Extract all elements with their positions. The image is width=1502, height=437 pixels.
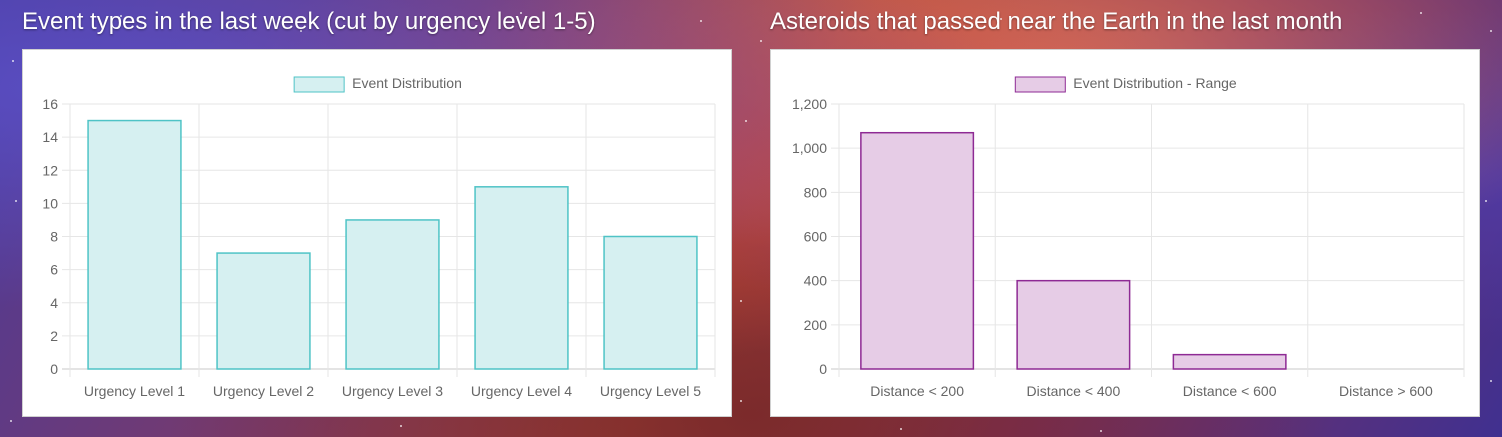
star-11: [740, 300, 742, 302]
x-tick-label: Distance < 200: [870, 383, 964, 399]
star-9: [10, 420, 12, 422]
y-tick-label: 6: [50, 262, 58, 278]
asteroid-bar-chart: Event Distribution - Range 0 200 400 600 800 1…: [792, 75, 1465, 399]
star-0: [120, 15, 122, 17]
y-tick-label: 1,000: [792, 140, 827, 156]
star-2: [520, 12, 522, 14]
y-tick-label: 400: [804, 273, 828, 289]
y-tick-label: 12: [42, 162, 58, 178]
star-7: [1420, 12, 1422, 14]
x-tick-label: Urgency Level 4: [471, 383, 572, 399]
x-tick-label: Distance > 600: [1339, 383, 1433, 399]
legend-label: Event Distribution: [352, 75, 462, 91]
legend-label: Event Distribution - Range: [1073, 75, 1237, 91]
y-tick-label: 14: [42, 129, 58, 145]
y-tick-label: 10: [42, 195, 58, 211]
star-16: [12, 60, 14, 62]
bar[interactable]: [860, 131, 975, 370]
y-tick-label: 600: [804, 229, 828, 245]
x-tick-label: Distance < 600: [1183, 383, 1277, 399]
x-tick-label: Urgency Level 1: [84, 383, 185, 399]
left-panel-title: Event types in the last week (cut by urg…: [22, 8, 596, 35]
y-tick-label: 4: [50, 295, 58, 311]
star-3: [700, 20, 702, 22]
x-tick-label: Urgency Level 3: [342, 383, 443, 399]
y-tick-label: 0: [50, 361, 58, 377]
right-panel-title: Asteroids that passed near the Earth in …: [770, 8, 1343, 35]
star-14: [1490, 380, 1492, 382]
bar[interactable]: [216, 252, 311, 370]
asteroid-chart-card: Event Distribution - Range 0 200 400 600 800 1…: [770, 49, 1480, 417]
star-1: [300, 30, 302, 32]
y-tick-label: 200: [804, 317, 828, 333]
bar[interactable]: [345, 219, 440, 370]
y-tick-label: 800: [804, 184, 828, 200]
star-8: [1490, 30, 1492, 32]
bar[interactable]: [474, 186, 569, 370]
bar[interactable]: [1016, 279, 1131, 370]
urgency-bar-chart: Event Distribution 0 2 4 6 8 10 12 14 16 Urgency L…: [42, 75, 716, 399]
x-tick-label: Distance < 400: [1026, 383, 1120, 399]
legend-swatch[interactable]: [293, 76, 345, 93]
x-tick-label: Urgency Level 5: [600, 383, 701, 399]
star-12: [745, 120, 747, 122]
star-4: [760, 40, 762, 42]
y-tick-label: 16: [42, 96, 58, 112]
star-6: [1200, 28, 1202, 30]
bar[interactable]: [87, 119, 182, 370]
star-15: [15, 200, 17, 202]
legend-swatch[interactable]: [1014, 76, 1066, 93]
star-13: [1485, 200, 1487, 202]
x-tick-label: Urgency Level 2: [213, 383, 314, 399]
star-17: [740, 400, 742, 402]
star-5: [1000, 18, 1002, 20]
y-tick-label: 1,200: [792, 96, 827, 112]
bar[interactable]: [603, 235, 698, 370]
y-tick-label: 2: [50, 328, 58, 344]
bar[interactable]: [1172, 353, 1287, 370]
y-tick-label: 0: [819, 361, 827, 377]
star-18: [1100, 430, 1102, 432]
y-tick-label: 8: [50, 229, 58, 245]
star-19: [900, 428, 902, 430]
urgency-chart-card: Event Distribution 0 2 4 6 8 10 12 14 16 Urgency L…: [22, 49, 732, 417]
star-10: [400, 425, 402, 427]
